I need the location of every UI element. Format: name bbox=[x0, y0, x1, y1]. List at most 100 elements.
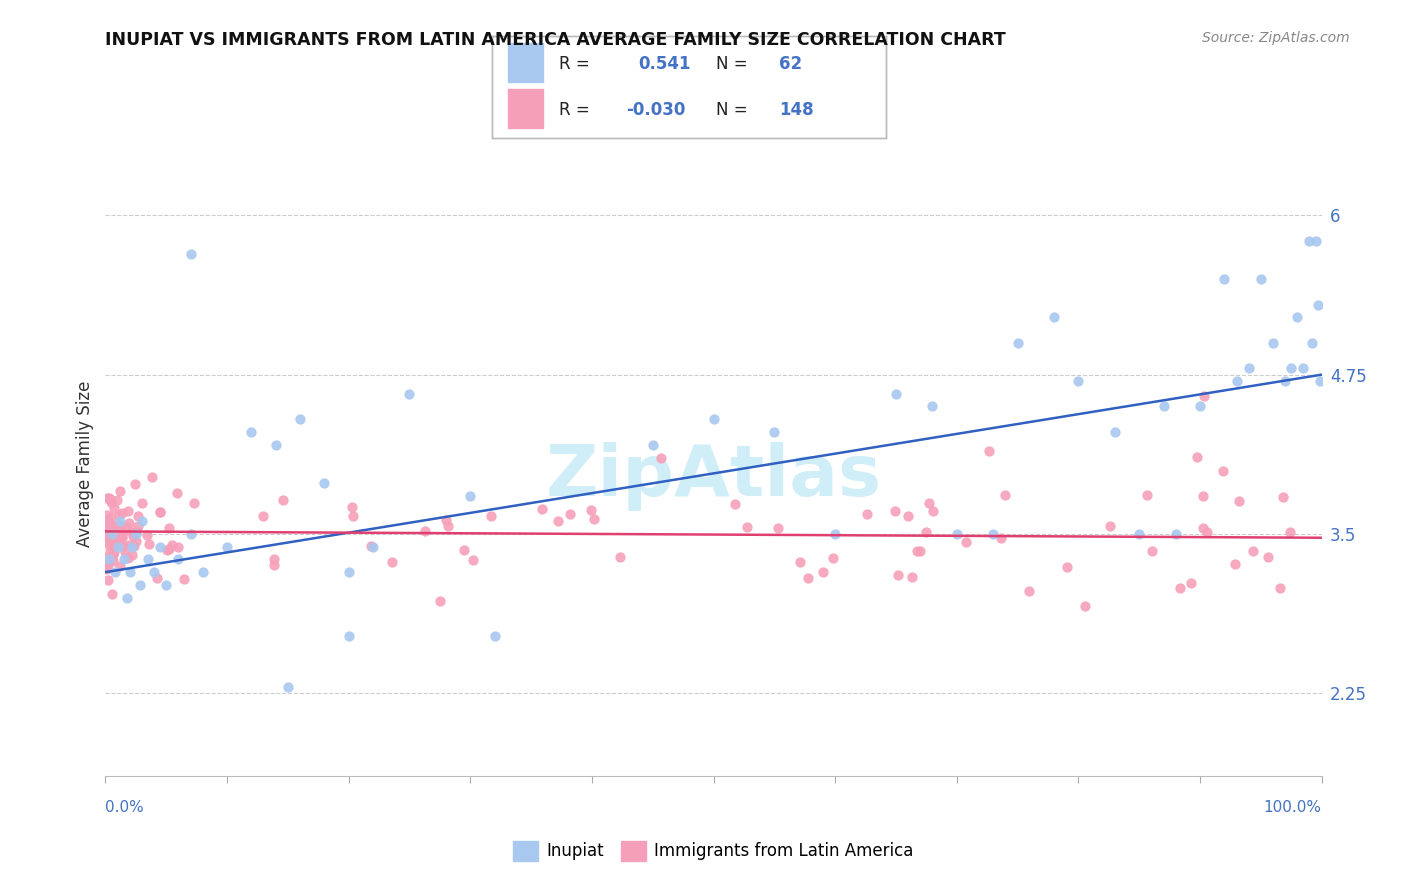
Point bbox=[97, 554, 120, 568]
Point bbox=[360, 539, 382, 553]
Point bbox=[121, 524, 143, 539]
Point bbox=[131, 514, 153, 528]
Point bbox=[97, 526, 120, 541]
Point bbox=[479, 508, 502, 523]
Point bbox=[98, 527, 121, 541]
Text: R =: R = bbox=[560, 101, 589, 119]
Point bbox=[1164, 527, 1187, 541]
Point bbox=[990, 531, 1012, 545]
Point bbox=[1301, 335, 1323, 350]
Point bbox=[111, 539, 134, 553]
Point bbox=[437, 519, 460, 533]
Point bbox=[1192, 521, 1215, 535]
Point bbox=[111, 524, 134, 539]
Point bbox=[97, 515, 120, 529]
Point bbox=[1286, 310, 1309, 325]
Point bbox=[166, 486, 188, 500]
Point bbox=[104, 524, 127, 539]
Point bbox=[180, 527, 202, 541]
Point bbox=[724, 496, 747, 510]
Text: -0.030: -0.030 bbox=[626, 101, 685, 119]
Point bbox=[103, 519, 125, 533]
Bar bbox=[508, 89, 543, 128]
Point bbox=[128, 578, 150, 592]
Point bbox=[1305, 234, 1327, 248]
Point bbox=[117, 551, 139, 566]
Point bbox=[149, 540, 172, 554]
Point bbox=[763, 425, 786, 439]
Point bbox=[103, 518, 125, 533]
Point bbox=[650, 451, 672, 466]
Point bbox=[908, 544, 931, 558]
Point bbox=[915, 524, 938, 539]
Point bbox=[398, 386, 420, 401]
Point bbox=[264, 438, 287, 452]
Point bbox=[1136, 488, 1159, 502]
Point bbox=[156, 543, 179, 558]
Point bbox=[101, 531, 124, 545]
Point bbox=[135, 527, 157, 541]
Point bbox=[1268, 581, 1291, 595]
Point bbox=[98, 491, 121, 506]
Point bbox=[884, 504, 907, 518]
Point bbox=[1241, 544, 1264, 558]
Point bbox=[461, 553, 484, 567]
Point bbox=[111, 528, 134, 542]
Point bbox=[921, 504, 943, 518]
Point bbox=[453, 542, 475, 557]
Point bbox=[1191, 489, 1213, 503]
Point bbox=[821, 550, 844, 565]
Point bbox=[104, 565, 127, 579]
Bar bbox=[508, 43, 543, 82]
Point bbox=[107, 540, 129, 554]
Point bbox=[180, 246, 202, 260]
Point bbox=[157, 521, 180, 535]
Point bbox=[105, 493, 128, 508]
Point bbox=[98, 520, 121, 534]
Point bbox=[609, 550, 631, 565]
Point bbox=[1194, 389, 1216, 403]
Point bbox=[167, 540, 190, 554]
Point bbox=[856, 507, 879, 521]
Point bbox=[361, 540, 384, 554]
Point bbox=[96, 549, 118, 564]
Point bbox=[141, 470, 163, 484]
Point bbox=[115, 520, 138, 534]
Point bbox=[484, 629, 506, 643]
Point bbox=[1279, 361, 1302, 376]
Point bbox=[101, 536, 124, 550]
Point bbox=[127, 518, 149, 533]
Point bbox=[1189, 400, 1212, 414]
Text: 0.0%: 0.0% bbox=[105, 800, 145, 814]
Point bbox=[108, 483, 131, 498]
Point bbox=[1104, 425, 1126, 439]
Point bbox=[125, 527, 148, 541]
Point bbox=[136, 552, 159, 566]
Text: N =: N = bbox=[717, 101, 748, 119]
Point bbox=[1195, 524, 1218, 539]
Point bbox=[240, 425, 263, 439]
Point bbox=[100, 534, 122, 549]
Point bbox=[103, 500, 125, 515]
Point bbox=[1140, 544, 1163, 558]
Point bbox=[96, 527, 118, 541]
Point bbox=[897, 508, 920, 523]
Point bbox=[735, 520, 758, 534]
Point bbox=[429, 593, 451, 607]
Point bbox=[107, 533, 129, 547]
Y-axis label: Average Family Size: Average Family Size bbox=[76, 381, 94, 547]
Text: 0.541: 0.541 bbox=[638, 55, 690, 73]
Point bbox=[107, 538, 129, 552]
Point bbox=[117, 591, 139, 605]
Point bbox=[103, 548, 125, 562]
Point bbox=[108, 508, 131, 522]
Point bbox=[111, 506, 134, 520]
Point bbox=[918, 496, 941, 510]
Point bbox=[97, 573, 120, 587]
Point bbox=[111, 525, 134, 540]
Text: 148: 148 bbox=[779, 101, 814, 119]
Point bbox=[143, 565, 166, 579]
Point bbox=[1168, 581, 1191, 595]
Point bbox=[96, 518, 118, 533]
Point bbox=[121, 540, 143, 554]
